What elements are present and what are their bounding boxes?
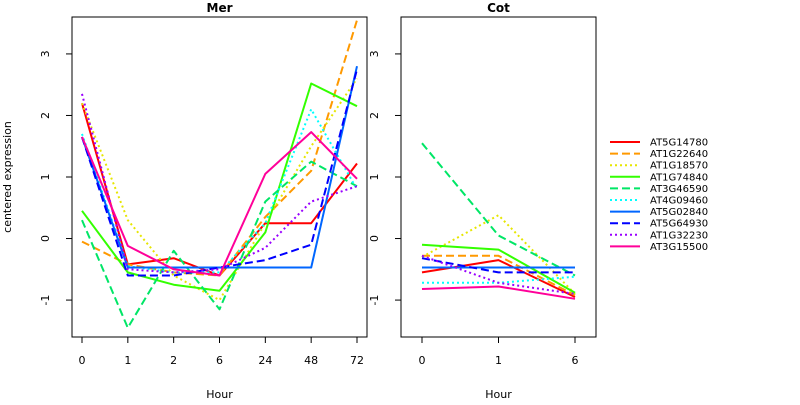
series-line-at3g46590 (421, 142, 576, 277)
legend-label: AT5G64930 (650, 219, 708, 230)
series-line-at5g64930 (81, 69, 358, 277)
series-line-at1g74840 (81, 82, 358, 292)
series-line-at1g32230 (421, 254, 576, 295)
x-tick-label: 1 (495, 354, 502, 367)
y-tick-label: 1 (368, 174, 381, 181)
series-line-at1g74840 (421, 243, 576, 294)
series-line-at3g46590 (81, 160, 358, 329)
legend-label: AT1G18570 (650, 161, 708, 172)
legend-item: AT3G46590 (610, 184, 708, 195)
series-line-at3g15500 (421, 285, 576, 300)
series-line-at1g18570 (81, 77, 358, 302)
plot-frame (71, 16, 368, 338)
chart-panels: Mer 0 1 2 6 24 48 72 -1 0 1 2 3 Hour centered expressi… (1, 1, 597, 401)
legend-item: AT5G02840 (610, 207, 708, 218)
legend-label: AT3G46590 (650, 184, 708, 195)
legend-item: AT1G74840 (610, 172, 708, 183)
panel-title: Cot (487, 1, 510, 15)
series-line-at1g32230 (81, 93, 358, 274)
x-axis-label: Hour (206, 388, 233, 400)
legend-item: AT1G32230 (610, 230, 708, 241)
legend-label: AT3G15500 (650, 242, 708, 253)
x-tick-label: 0 (79, 354, 86, 367)
series-line-at3g15500 (81, 131, 358, 277)
legend-item: AT1G22640 (610, 149, 708, 160)
x-tick-label: 24 (258, 354, 272, 367)
legend-label: AT1G32230 (650, 230, 708, 241)
x-tick-label: 6 (572, 354, 579, 367)
legend-label: AT5G02840 (650, 207, 708, 218)
y-axis-label: centered expression (1, 121, 14, 233)
series-line-at5g64930 (421, 257, 575, 274)
series-line-at5g02840 (81, 65, 358, 269)
y-tick-label: 1 (39, 174, 52, 181)
x-tick-label: 0 (419, 354, 426, 367)
legend: AT5G14780AT1G22640AT1G18570AT1G74840AT3G… (610, 138, 708, 253)
x-tick-label: 1 (124, 354, 131, 367)
legend-item: AT1G18570 (610, 161, 708, 172)
y-tick-label: 3 (368, 50, 381, 57)
x-tick-label: 6 (216, 354, 223, 367)
legend-label: AT1G22640 (650, 149, 708, 160)
legend-label: AT5G14780 (650, 138, 708, 149)
legend-item: AT4G09460 (610, 196, 708, 207)
y-tick-label: -1 (368, 295, 381, 306)
series-line-at1g22640 (422, 254, 576, 297)
legend-item: AT3G15500 (610, 242, 708, 253)
legend-item: AT5G64930 (610, 219, 708, 230)
series-line-at1g22640 (81, 19, 358, 277)
y-tick-label: 2 (39, 112, 52, 119)
x-axis-label: Hour (485, 388, 512, 400)
y-tick-label: 3 (39, 50, 52, 57)
y-tick-label: 2 (368, 112, 381, 119)
legend-item: AT5G14780 (610, 138, 708, 149)
x-tick-label: 72 (350, 354, 364, 367)
panel-cot: Cot 0 1 6 -1 0 1 2 3 Hour (368, 1, 597, 401)
y-tick-label: 0 (368, 235, 381, 242)
y-tick-label: -1 (39, 295, 52, 306)
x-tick-label: 48 (304, 354, 318, 367)
panel-title: Mer (207, 1, 233, 15)
x-tick-label: 2 (170, 354, 177, 367)
legend-label: AT4G09460 (650, 196, 708, 207)
panel-mer: Mer 0 1 2 6 24 48 72 -1 0 1 2 3 Hour centered expressi… (1, 1, 368, 401)
legend-label: AT1G74840 (650, 172, 708, 183)
y-tick-label: 0 (39, 235, 52, 242)
